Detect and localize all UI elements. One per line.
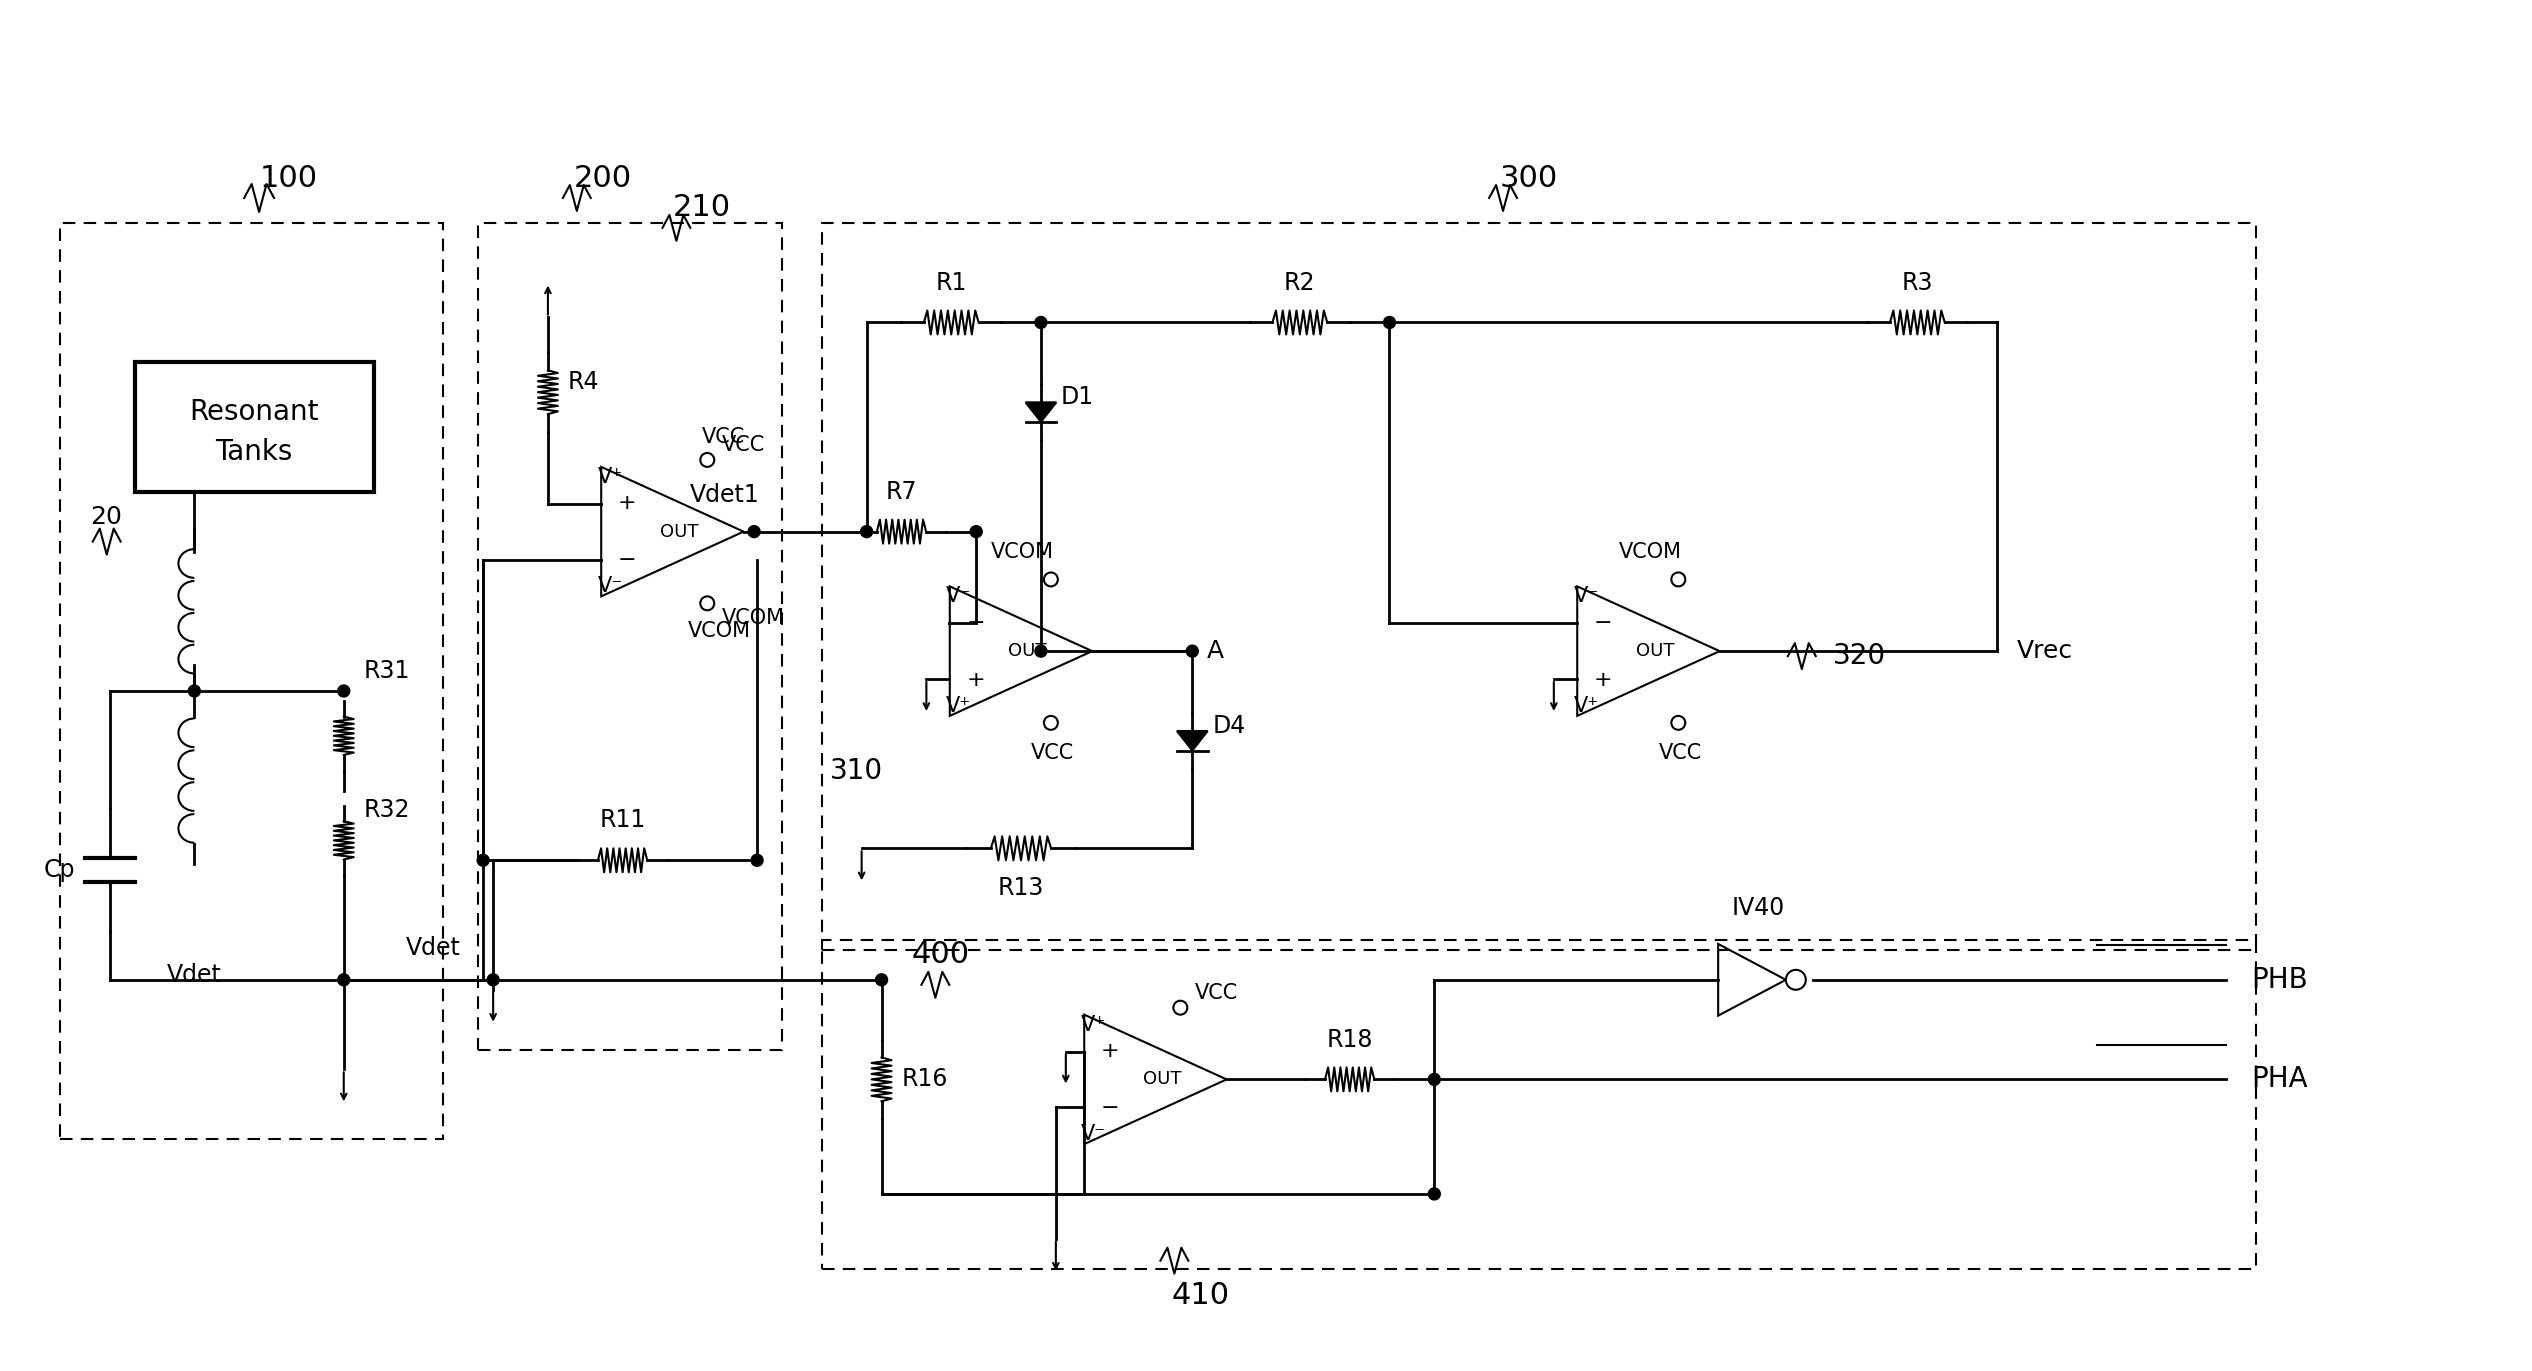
Text: V⁻: V⁻ (1572, 587, 1598, 606)
Circle shape (187, 686, 200, 696)
Bar (823, 223, 2256, 950)
Text: 20: 20 (89, 505, 122, 529)
Text: VCC: VCC (701, 426, 744, 447)
Text: 310: 310 (830, 757, 884, 784)
Text: +: + (1101, 1041, 1119, 1061)
Text: OUT: OUT (1142, 1071, 1180, 1089)
Bar (479, 223, 782, 1050)
Text: V⁻: V⁻ (1081, 1124, 1106, 1145)
Text: VCC: VCC (1195, 983, 1238, 1002)
Text: −: − (967, 613, 985, 632)
Text: OUT: OUT (1636, 642, 1674, 661)
Text: R2: R2 (1284, 270, 1317, 295)
Text: R4: R4 (567, 370, 600, 395)
Text: Vrec: Vrec (2018, 639, 2074, 664)
Text: OUT: OUT (1008, 642, 1046, 661)
Text: D4: D4 (1213, 714, 1246, 738)
Text: VCOM: VCOM (990, 542, 1053, 562)
Text: 200: 200 (575, 163, 633, 192)
Text: PHA: PHA (2251, 1065, 2307, 1094)
Text: R18: R18 (1327, 1027, 1372, 1052)
Circle shape (1382, 317, 1395, 329)
Polygon shape (1177, 731, 1208, 750)
Text: 400: 400 (912, 941, 970, 969)
Text: Resonant: Resonant (190, 398, 319, 426)
Text: Vdet1: Vdet1 (689, 483, 760, 507)
Text: +: + (1593, 669, 1613, 690)
Text: Vdet: Vdet (405, 936, 461, 960)
Text: VCOM: VCOM (722, 609, 785, 628)
Text: IV40: IV40 (1732, 897, 1785, 920)
Text: −: − (1593, 613, 1613, 632)
Circle shape (752, 854, 762, 866)
Text: R31: R31 (365, 659, 410, 683)
Bar (134, 362, 375, 492)
Text: 320: 320 (1833, 642, 1886, 670)
Circle shape (337, 973, 349, 986)
Text: 210: 210 (674, 193, 732, 222)
Text: 300: 300 (1499, 163, 1557, 192)
Text: +: + (618, 494, 636, 513)
Text: R11: R11 (600, 809, 646, 832)
Circle shape (1036, 646, 1046, 657)
Text: V⁻: V⁻ (947, 587, 972, 606)
Text: R32: R32 (365, 798, 410, 823)
Circle shape (486, 973, 499, 986)
Text: VCC: VCC (1658, 743, 1702, 762)
Circle shape (861, 525, 874, 537)
Text: V⁺: V⁺ (598, 468, 623, 487)
Circle shape (1428, 1187, 1441, 1200)
Text: VCOM: VCOM (686, 621, 749, 642)
Text: Tanks: Tanks (215, 437, 294, 466)
Circle shape (970, 525, 982, 537)
Circle shape (476, 854, 489, 866)
Text: R3: R3 (1902, 270, 1932, 295)
Text: R7: R7 (886, 480, 917, 503)
Text: V⁺: V⁺ (1572, 696, 1598, 716)
Polygon shape (1025, 402, 1056, 422)
Text: R1: R1 (937, 270, 967, 295)
Bar (823, 941, 2256, 1268)
Text: −: − (618, 550, 636, 570)
Circle shape (1188, 646, 1198, 657)
Text: Vdet: Vdet (167, 962, 223, 987)
Text: VCOM: VCOM (1618, 542, 1681, 562)
Text: OUT: OUT (661, 522, 699, 540)
Text: R16: R16 (901, 1068, 947, 1091)
Circle shape (1428, 1073, 1441, 1086)
Text: R13: R13 (998, 876, 1043, 901)
Text: V⁻: V⁻ (598, 576, 623, 596)
Circle shape (1036, 317, 1046, 329)
Circle shape (876, 973, 889, 986)
Text: 410: 410 (1172, 1281, 1231, 1309)
Text: V⁺: V⁺ (1081, 1015, 1106, 1035)
Text: 100: 100 (261, 163, 319, 192)
Circle shape (337, 686, 349, 696)
Text: −: − (1101, 1098, 1119, 1117)
Circle shape (747, 525, 760, 537)
Text: A: A (1208, 639, 1225, 664)
Text: VCC: VCC (1031, 743, 1074, 762)
Text: +: + (967, 669, 985, 690)
Text: PHB: PHB (2251, 965, 2307, 994)
Text: D1: D1 (1061, 385, 1094, 409)
Text: V⁺: V⁺ (947, 696, 972, 716)
Bar (61, 223, 443, 1139)
Text: VCC: VCC (722, 435, 765, 455)
Text: Cp: Cp (43, 858, 76, 883)
